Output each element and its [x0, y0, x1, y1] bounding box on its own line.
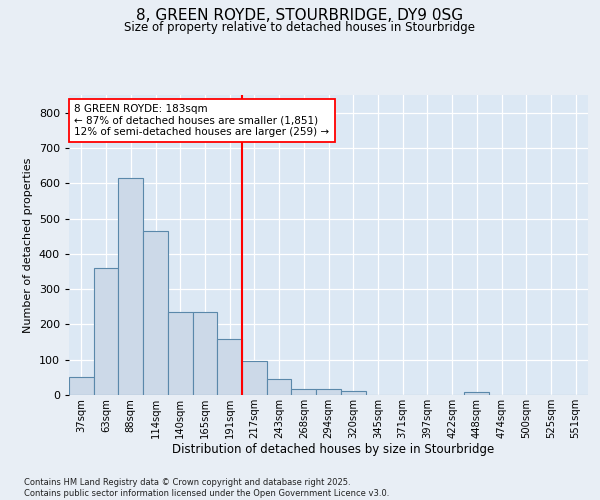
- Bar: [69, 376, 94, 395]
- Bar: [217, 338, 242, 395]
- Bar: [292, 388, 316, 395]
- Text: 8 GREEN ROYDE: 183sqm
← 87% of detached houses are smaller (1,851)
12% of semi-d: 8 GREEN ROYDE: 183sqm ← 87% of detached …: [74, 104, 329, 137]
- Bar: [267, 379, 292, 395]
- Bar: [94, 268, 118, 395]
- Bar: [193, 312, 217, 395]
- Bar: [168, 312, 193, 395]
- Bar: [143, 231, 168, 395]
- Bar: [341, 391, 365, 395]
- Y-axis label: Number of detached properties: Number of detached properties: [23, 158, 33, 332]
- Text: Size of property relative to detached houses in Stourbridge: Size of property relative to detached ho…: [125, 21, 476, 34]
- Bar: [242, 362, 267, 395]
- Text: 8, GREEN ROYDE, STOURBRIDGE, DY9 0SG: 8, GREEN ROYDE, STOURBRIDGE, DY9 0SG: [136, 8, 464, 22]
- Bar: [316, 388, 341, 395]
- Bar: [118, 178, 143, 395]
- Bar: [464, 392, 489, 395]
- Text: Distribution of detached houses by size in Stourbridge: Distribution of detached houses by size …: [172, 442, 494, 456]
- Text: Contains HM Land Registry data © Crown copyright and database right 2025.
Contai: Contains HM Land Registry data © Crown c…: [24, 478, 389, 498]
